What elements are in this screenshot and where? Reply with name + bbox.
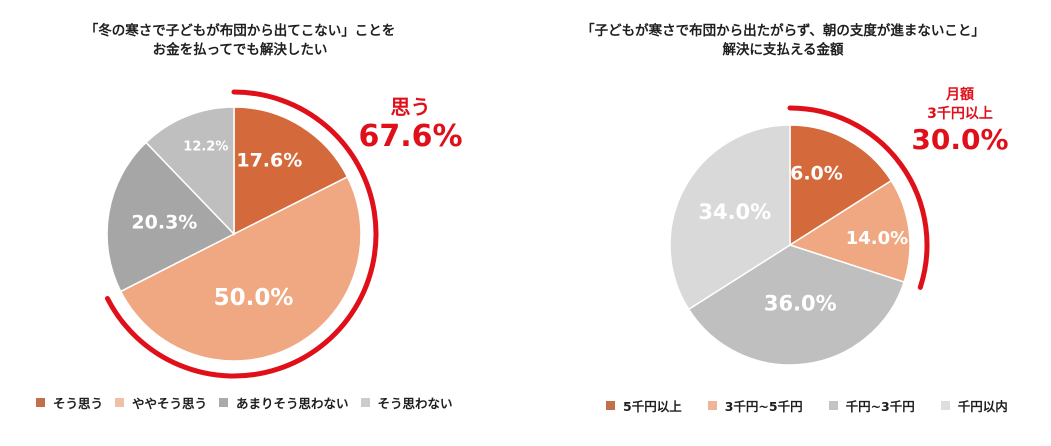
- right-title-line1: 「子どもが寒さで布団から出たがらず、朝の支度が進まないこと」: [581, 23, 985, 39]
- pie-slice: [669, 124, 791, 311]
- legend-item: そう思う: [36, 393, 103, 412]
- slice-label: 34.0%: [698, 200, 771, 224]
- left-callout: 思う 67.6%: [358, 94, 463, 154]
- legend-swatch: [707, 401, 717, 410]
- legend-swatch: [940, 401, 950, 410]
- legend-label: あまりそう思わない: [236, 396, 349, 411]
- legend-item: そう思わない: [360, 393, 453, 412]
- left-pie-chart: 17.6% 50.0% 20.3% 12.2%: [104, 89, 379, 379]
- legend-item: 千円以内: [940, 396, 1008, 415]
- left-title-line1: 「冬の寒さで子どもが布団から出てこない」ことを: [84, 23, 396, 39]
- right-legend: 5千円以上 3千円~5千円 千円~3千円 千円以内: [606, 396, 1008, 415]
- pie-slice: [233, 106, 349, 236]
- right-chart-panel: 「子どもが寒さで布団から出たがらず、朝の支度が進まないこと」 解決に支払える金額…: [520, 0, 1051, 446]
- legend-swatch: [219, 398, 229, 407]
- pie-slice: [106, 141, 236, 293]
- highlight-arc: [104, 89, 379, 379]
- legend-label: 千円~3千円: [845, 399, 915, 414]
- highlight-arc: [787, 105, 930, 290]
- left-title-line2: お金を払ってでも解決したい: [152, 42, 328, 58]
- legend-label: 5千円以上: [623, 399, 682, 414]
- slice-label: 12.2%: [183, 140, 228, 155]
- legend-item: 千円~3千円: [828, 396, 915, 415]
- legend-item: 5千円以上: [606, 396, 682, 415]
- right-callout-line1: 月額: [946, 87, 974, 103]
- pie-slice: [788, 179, 911, 284]
- legend-label: ややそう思う: [132, 396, 208, 411]
- right-callout: 月額 3千円以上 30.0%: [905, 86, 1015, 156]
- legend-label: 3千円~5千円: [724, 399, 803, 414]
- slice-label: 50.0%: [214, 285, 294, 311]
- legend-swatch: [360, 398, 370, 407]
- left-legend: そう思う ややそう思う あまりそう思わない そう思わない: [36, 393, 453, 412]
- legend-item: あまりそう思わない: [219, 393, 349, 412]
- left-chart-title: 「冬の寒さで子どもが布団から出てこない」ことを お金を払ってでも解決したい: [0, 22, 520, 60]
- legend-label: そう思う: [53, 396, 104, 411]
- right-chart-title: 「子どもが寒さで布団から出たがらず、朝の支度が進まないこと」 解決に支払える金額: [515, 22, 1051, 60]
- right-callout-value: 30.0%: [911, 123, 1009, 156]
- legend-item: ややそう思う: [115, 393, 207, 412]
- legend-swatch: [115, 398, 125, 407]
- legend-label: 千円以内: [957, 399, 1008, 414]
- legend-label: そう思わない: [377, 396, 453, 411]
- left-callout-label: 思う: [390, 95, 431, 119]
- legend-swatch: [36, 398, 45, 407]
- slice-label: 17.6%: [236, 149, 302, 171]
- left-chart-panel: 「冬の寒さで子どもが布団から出てこない」ことを お金を払ってでも解決したい 17…: [0, 0, 520, 446]
- pie-slice: [119, 175, 362, 362]
- pie-slice: [687, 244, 906, 366]
- legend-swatch: [606, 401, 615, 410]
- right-pie-chart: 16.0% 14.0% 36.0% 34.0%: [669, 105, 930, 366]
- pie-slice: [789, 124, 893, 247]
- slice-label: 14.0%: [846, 228, 908, 249]
- pie-slice: [144, 106, 235, 236]
- left-callout-value: 67.6%: [358, 119, 463, 154]
- slice-label: 16.0%: [777, 162, 843, 184]
- legend-swatch: [828, 401, 838, 410]
- slice-label: 20.3%: [131, 211, 197, 233]
- right-title-line2: 解決に支払える金額: [722, 42, 844, 58]
- right-callout-line2: 3千円以上: [927, 106, 993, 122]
- legend-item: 3千円~5千円: [707, 396, 803, 415]
- slice-label: 36.0%: [764, 291, 837, 315]
